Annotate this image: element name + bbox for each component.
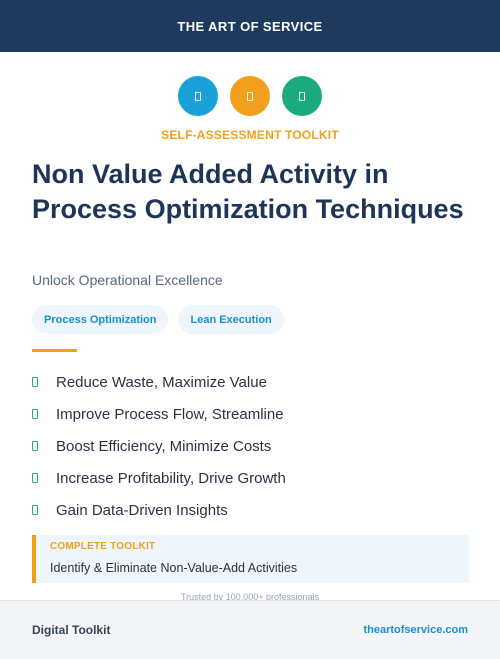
benefit-text: Reduce Waste, Maximize Value: [56, 373, 267, 391]
benefit-item: Increase Profitability, Drive Growth: [32, 462, 286, 494]
callout-text: Identify & Eliminate Non-Value-Add Activ…: [50, 561, 298, 575]
benefit-text: Gain Data-Driven Insights: [56, 501, 228, 519]
check-icon: [32, 505, 38, 515]
subtitle: Unlock Operational Excellence: [32, 272, 223, 288]
accent-divider: [32, 349, 77, 352]
blue-document-icon: [178, 76, 218, 116]
green-document-icon: [282, 76, 322, 116]
footer-bar: Digital Toolkit theartofservice.com: [0, 600, 500, 659]
page-title: Non Value Added Activity in Process Opti…: [32, 159, 464, 224]
kicker-label: SELF-ASSESSMENT TOOLKIT: [161, 128, 339, 142]
tag-lean-execution: Lean Execution: [178, 305, 284, 334]
footer-label: Digital Toolkit: [32, 623, 111, 637]
footer-link[interactable]: theartofservice.com: [363, 624, 468, 636]
benefit-text: Improve Process Flow, Streamline: [56, 405, 284, 423]
icon-row: [0, 76, 500, 116]
brand-name: THE ART OF SERVICE: [177, 18, 323, 34]
benefit-item: Reduce Waste, Maximize Value: [32, 366, 286, 398]
trusted-note: Trusted by 100,000+ professionals: [180, 592, 319, 601]
benefit-item: Improve Process Flow, Streamline: [32, 398, 286, 430]
check-icon: [32, 409, 38, 419]
check-icon: [32, 441, 38, 451]
toolkit-callout: COMPLETE TOOLKIT Identify & Eliminate No…: [32, 535, 469, 583]
benefit-item: Boost Efficiency, Minimize Costs: [32, 430, 286, 462]
benefit-item: Gain Data-Driven Insights: [32, 494, 286, 526]
benefit-text: Increase Profitability, Drive Growth: [56, 469, 286, 487]
benefit-list: Reduce Waste, Maximize Value Improve Pro…: [32, 366, 286, 526]
check-icon: [32, 377, 38, 387]
check-icon: [32, 473, 38, 483]
tag-list: Process Optimization Lean Execution: [32, 305, 284, 334]
orange-document-icon: [230, 76, 270, 116]
header-bar: THE ART OF SERVICE: [0, 0, 500, 52]
callout-label: COMPLETE TOOLKIT: [50, 541, 156, 552]
tag-process-optimization: Process Optimization: [32, 305, 169, 334]
benefit-text: Boost Efficiency, Minimize Costs: [56, 437, 272, 455]
